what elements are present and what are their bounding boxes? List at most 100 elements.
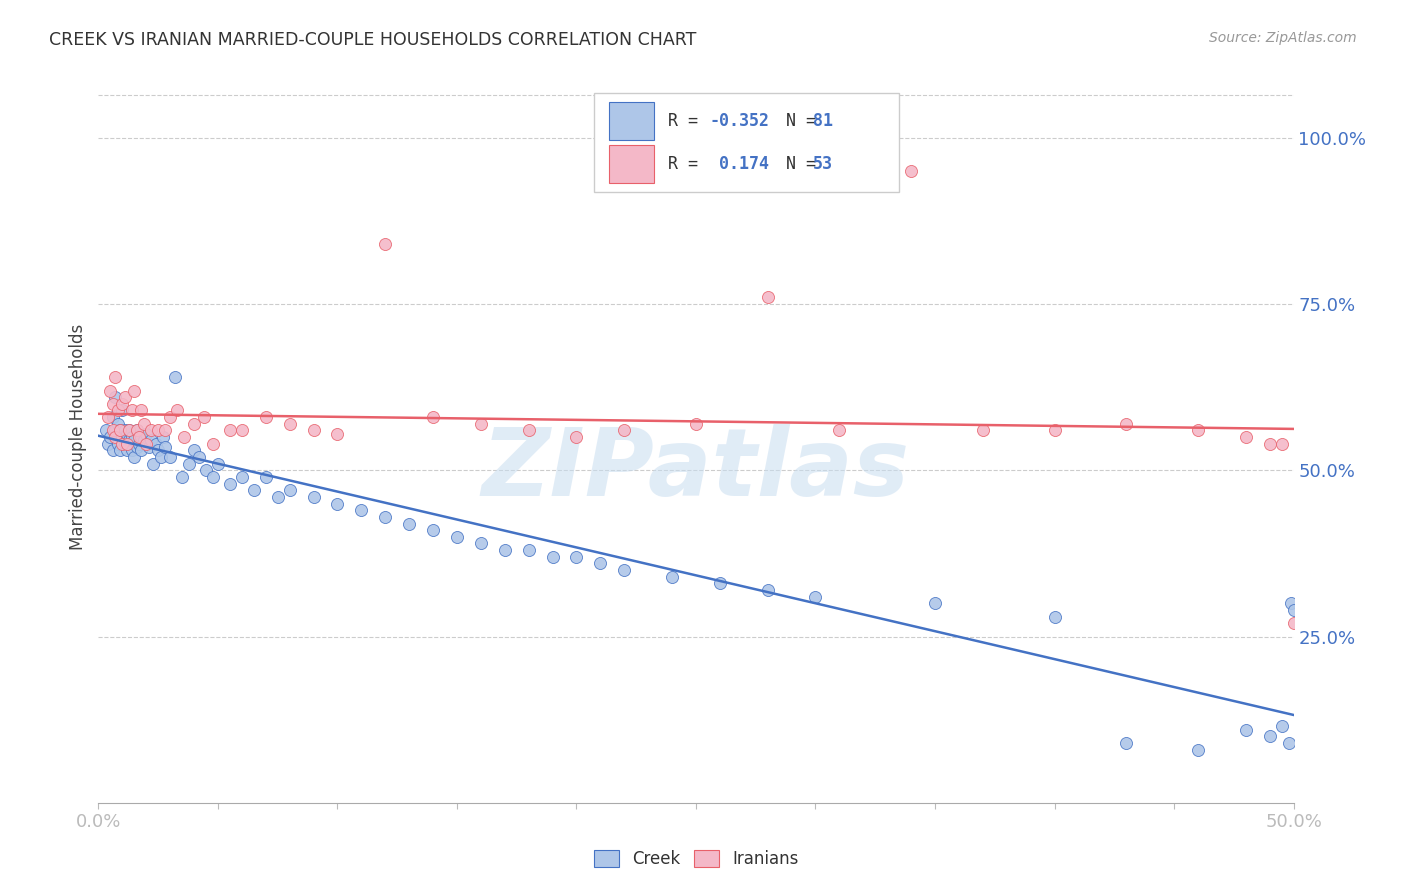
Text: CREEK VS IRANIAN MARRIED-COUPLE HOUSEHOLDS CORRELATION CHART: CREEK VS IRANIAN MARRIED-COUPLE HOUSEHOL… [49, 31, 696, 49]
Point [101, 424, 124, 438]
Point [422, 410, 444, 425]
Point [114, 436, 136, 450]
Point [135, 436, 157, 450]
Text: R =: R = [668, 112, 709, 130]
Point [145, 436, 167, 450]
Point [685, 417, 707, 431]
Text: N =: N = [766, 155, 827, 173]
Point [278, 483, 301, 498]
Point [118, 424, 141, 438]
Point [613, 563, 636, 577]
Point [152, 430, 174, 444]
Point [159, 450, 181, 464]
Point [219, 476, 242, 491]
Point [565, 430, 588, 444]
Point [924, 596, 946, 610]
Point [756, 290, 779, 304]
Point [219, 424, 242, 438]
Point [243, 483, 266, 498]
Point [193, 410, 215, 425]
Point [98, 384, 122, 398]
Point [125, 424, 148, 438]
Point [104, 370, 127, 384]
Point [1258, 436, 1281, 450]
Point [111, 403, 134, 417]
Point [1258, 729, 1281, 743]
Point [108, 443, 131, 458]
Point [267, 490, 290, 504]
Point [1043, 424, 1066, 438]
Point [541, 549, 564, 564]
Point [125, 440, 148, 454]
Point [135, 426, 157, 441]
Point [494, 543, 516, 558]
Point [114, 424, 136, 438]
Text: Source: ZipAtlas.com: Source: ZipAtlas.com [1209, 31, 1357, 45]
Point [101, 410, 124, 425]
Point [278, 417, 301, 431]
Point [121, 443, 143, 458]
Point [254, 470, 277, 484]
Point [115, 436, 138, 450]
Point [138, 440, 160, 454]
Point [398, 516, 420, 531]
Point [326, 426, 349, 441]
Point [115, 426, 138, 441]
Point [422, 523, 444, 537]
Point [104, 430, 127, 444]
Point [111, 430, 134, 444]
Point [104, 424, 127, 438]
Point [804, 590, 827, 604]
Point [1271, 436, 1294, 450]
Point [118, 424, 141, 438]
Point [128, 430, 150, 444]
Point [1282, 603, 1305, 617]
Bar [609, 102, 654, 140]
Point [661, 570, 683, 584]
Point [108, 424, 131, 438]
Point [114, 390, 136, 404]
Point [107, 403, 129, 417]
Point [231, 470, 253, 484]
Point [115, 443, 138, 458]
Point [131, 403, 153, 417]
Point [139, 434, 162, 448]
Point [142, 457, 165, 471]
Point [1115, 417, 1137, 431]
Point [1187, 742, 1209, 756]
Point [124, 384, 146, 398]
Text: R =: R = [668, 155, 709, 173]
Point [159, 410, 181, 425]
Point [131, 430, 153, 444]
Point [118, 434, 141, 448]
Point [148, 424, 170, 438]
Point [111, 397, 134, 411]
Point [565, 549, 588, 564]
Point [589, 557, 612, 571]
Point [756, 582, 779, 597]
Point [155, 440, 177, 454]
Point [97, 436, 120, 450]
Text: ZIPatlas: ZIPatlas [482, 424, 910, 516]
Point [517, 543, 540, 558]
Point [166, 403, 188, 417]
Point [121, 430, 143, 444]
Point [94, 424, 117, 438]
Point [326, 497, 349, 511]
Point [163, 370, 186, 384]
Point [231, 424, 253, 438]
Point [1115, 736, 1137, 750]
Point [470, 417, 492, 431]
Point [132, 417, 155, 431]
Point [149, 450, 172, 464]
Point [148, 443, 170, 458]
Point [517, 424, 540, 438]
Point [187, 450, 209, 464]
Point [132, 434, 155, 448]
Point [302, 424, 325, 438]
Point [374, 237, 396, 252]
Point [155, 424, 177, 438]
Point [1043, 609, 1066, 624]
Text: 81: 81 [813, 112, 834, 130]
Legend: Creek, Iranians: Creek, Iranians [586, 844, 806, 875]
